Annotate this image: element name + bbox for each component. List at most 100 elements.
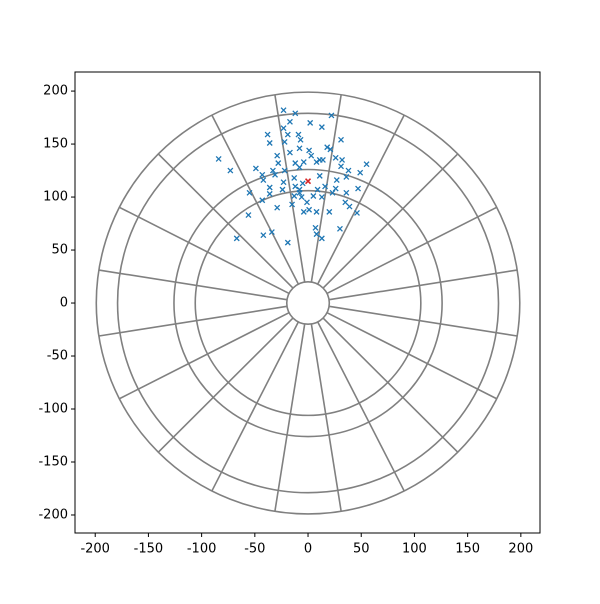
board-sector-line: [316, 114, 405, 285]
board-sector-line: [157, 153, 294, 289]
data-point: [259, 197, 266, 204]
y-tick-label: -50: [47, 349, 68, 364]
data-point: [292, 183, 299, 190]
data-point: [275, 160, 282, 167]
y-tick-label: 150: [43, 137, 68, 152]
axes-frame: [74, 71, 541, 534]
data-point: [299, 180, 306, 187]
data-point: [318, 124, 325, 131]
data-point: [281, 167, 288, 174]
data-point: [343, 173, 350, 180]
data-point: [308, 152, 315, 159]
data-point: [279, 186, 286, 193]
data-point: [345, 167, 352, 174]
data-point: [264, 131, 271, 138]
data-point: [304, 199, 310, 206]
data-point: [291, 175, 298, 181]
x-tick-label: -150: [134, 542, 164, 557]
data-point: [332, 154, 339, 161]
data-point: [274, 204, 281, 211]
data-point: [327, 146, 334, 153]
y-tick-label: -150: [38, 454, 68, 469]
y-tick-label: 100: [43, 190, 68, 205]
data-point: [346, 203, 353, 210]
data-point: [295, 131, 302, 138]
data-point: [333, 177, 340, 184]
y-tick-label: -100: [38, 402, 68, 417]
data-point: [252, 165, 259, 172]
data-point: [338, 136, 344, 143]
board-sector-line: [310, 323, 342, 512]
data-point: [357, 169, 364, 176]
data-point: [259, 171, 266, 178]
board-ring: [285, 281, 331, 326]
x-tick-label: -100: [187, 542, 217, 557]
data-point: [306, 147, 313, 154]
x-tick-label: 100: [402, 542, 427, 557]
x-tick-label: 0: [304, 542, 312, 557]
data-point: [215, 155, 222, 162]
data-point: [227, 167, 234, 174]
data-point: [342, 199, 349, 206]
board-sector-line: [322, 317, 459, 453]
data-point: [316, 172, 323, 179]
data-point: [281, 138, 288, 145]
data-point: [286, 149, 293, 156]
data-point: [298, 194, 305, 201]
board-sector-line: [98, 305, 288, 337]
x-tick-label: 50: [353, 542, 370, 557]
data-point: [260, 232, 267, 239]
data-point: [260, 177, 267, 184]
data-point: [318, 235, 325, 242]
data-point: [245, 212, 252, 219]
data-point: [313, 208, 320, 215]
data-point: [280, 125, 287, 132]
board-sector-line: [328, 305, 518, 337]
y-tick-label: 50: [51, 243, 68, 258]
x-tick-label: -50: [244, 542, 265, 557]
data-point: [300, 208, 307, 215]
data-point: [233, 235, 240, 242]
board-sector-line: [274, 94, 306, 283]
board-ring: [116, 112, 500, 494]
board-sector-line: [118, 206, 290, 295]
data-point: [284, 239, 291, 246]
x-tick-label: -200: [80, 542, 110, 557]
board-ring: [173, 168, 443, 438]
board-sector-line: [98, 269, 288, 301]
data-point: [306, 206, 313, 213]
board-sector-line: [157, 317, 294, 453]
data-point: [324, 144, 331, 151]
data-point: [292, 160, 299, 167]
board-sector-line: [322, 153, 459, 289]
data-point: [291, 193, 298, 199]
board-ring: [95, 91, 521, 515]
data-point: [313, 159, 320, 166]
board-ring: [194, 189, 422, 417]
data-point: [274, 152, 281, 159]
data-point: [280, 179, 287, 186]
data-point: [319, 157, 326, 163]
data-point: [269, 167, 276, 174]
data-point: [296, 189, 303, 196]
board-sector-line: [211, 114, 300, 285]
data-point: [300, 159, 307, 166]
board-sector-line: [328, 269, 518, 301]
data-point: [280, 107, 287, 114]
data-point: [304, 178, 312, 185]
data-point: [338, 163, 344, 170]
y-tick-label: 0: [60, 296, 68, 311]
data-point: [313, 231, 320, 238]
data-point: [307, 119, 314, 126]
data-point: [343, 189, 350, 196]
data-point: [326, 208, 333, 215]
data-point: [310, 193, 317, 199]
y-tick-label: -200: [38, 507, 68, 522]
data-point: [286, 118, 293, 125]
board-sector-line: [211, 321, 300, 492]
data-point: [296, 164, 303, 171]
data-point: [272, 171, 279, 178]
data-point: [329, 189, 336, 196]
data-point: [266, 184, 273, 191]
